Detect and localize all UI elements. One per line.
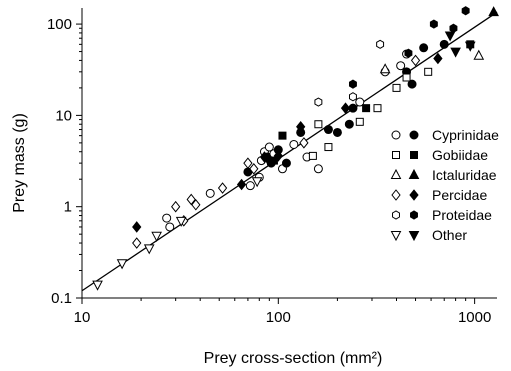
x-axis-label: Prey cross-section (mm²) (204, 350, 383, 367)
data-point-percidae (186, 193, 196, 206)
x-tick-label: 100 (266, 309, 291, 326)
data-point-cyprinidae (355, 97, 365, 107)
data-point-percidae (296, 120, 306, 133)
legend-marker-open (390, 231, 402, 242)
data-point-proteidae (348, 79, 357, 89)
y-tick-label: 1 (64, 199, 72, 216)
data-point-gobiidae (324, 143, 333, 152)
data-point-cyprinidae (323, 125, 333, 135)
legend-marker-filled (410, 151, 418, 159)
data-point-cyprinidae (264, 142, 274, 152)
legend-box (380, 124, 510, 250)
data-point-other (450, 47, 461, 58)
data-point-other (116, 259, 128, 270)
legend: Cyprinidae Gobiidae Ictaluridae Percidae Pro… (380, 124, 510, 250)
data-point-other (175, 216, 187, 227)
data-point-percidae (273, 150, 283, 162)
data-point-gobiidae (278, 131, 287, 140)
legend-label-proteidae: Proteidae (432, 207, 492, 223)
data-point-other (92, 280, 103, 291)
data-point-percidae (264, 154, 274, 167)
legend-marker-open (391, 130, 401, 140)
legend-marker-filled (408, 231, 420, 242)
data-point-proteidae (449, 23, 458, 33)
data-point-gobiidae (355, 117, 364, 126)
data-point-gobiidae (362, 104, 371, 113)
data-point-gobiidae (424, 67, 433, 76)
data-point-cyprinidae (165, 222, 175, 232)
y-axis-label: Prey mass (g) (11, 113, 28, 213)
legend-label-cyprinidae: Cyprinidae (432, 127, 499, 143)
legend-marker-open (392, 210, 400, 220)
legend-label-other: Other (432, 227, 467, 243)
data-point-proteidae (429, 19, 438, 29)
legend-marker-open (391, 189, 401, 201)
data-points (92, 6, 499, 291)
data-point-percidae (410, 54, 421, 67)
data-point-percidae (236, 178, 247, 191)
legend-marker-filled (408, 168, 420, 179)
data-point-gobiidae (373, 104, 382, 113)
data-point-cyprinidae (344, 119, 354, 129)
data-point-percidae (191, 198, 201, 211)
data-point-proteidae (461, 6, 470, 16)
data-point-ictaluridae (488, 6, 499, 17)
legend-marker-filled (410, 210, 418, 220)
x-tick-label: 10 (74, 309, 91, 326)
data-point-other (251, 177, 263, 188)
data-point-proteidae (348, 92, 357, 102)
data-point-cyprinidae (162, 213, 172, 223)
data-point-cyprinidae (419, 43, 429, 53)
data-point-other (444, 31, 456, 42)
legend-label-gobiidae: Gobiidae (432, 147, 488, 163)
data-point-percidae (340, 102, 351, 114)
axes: 10 100 1000 0.1 1 10 100 (47, 8, 497, 326)
data-point-percidae (243, 157, 253, 169)
data-point-cyprinidae (289, 139, 299, 149)
data-point-percidae (299, 137, 309, 149)
data-point-proteidae (376, 39, 385, 49)
data-point-percidae (217, 182, 228, 194)
y-tick-label: 10 (55, 107, 72, 124)
data-point-gobiidae (308, 151, 317, 160)
data-point-percidae (132, 221, 142, 233)
data-point-percidae (433, 52, 443, 65)
data-point-cyprinidae (332, 127, 342, 137)
legend-marker-filled (409, 130, 419, 140)
data-point-other (464, 41, 476, 52)
data-point-cyprinidae (281, 158, 291, 168)
data-point-cyprinidae (396, 61, 406, 71)
data-point-cyprinidae (245, 181, 255, 191)
legend-marker-open (390, 168, 402, 179)
data-point-percidae (249, 163, 259, 175)
y-tick-label: 0.1 (51, 290, 72, 307)
data-point-cyprinidae (205, 188, 215, 198)
data-point-gobiidae (402, 73, 411, 82)
data-point-proteidae (404, 48, 413, 58)
legend-marker-filled (409, 189, 419, 201)
data-point-gobiidae (392, 83, 401, 92)
data-point-cyprinidae (407, 79, 417, 89)
data-point-cyprinidae (313, 164, 323, 174)
data-point-cyprinidae (439, 39, 449, 49)
data-point-percidae (132, 237, 142, 249)
legend-label-ictaluridae: Ictaluridae (432, 167, 497, 183)
y-tick-label: 100 (47, 16, 72, 33)
data-point-gobiidae (314, 120, 323, 129)
data-point-other (143, 244, 155, 255)
data-point-other (151, 231, 162, 242)
legend-marker-open (392, 151, 400, 159)
data-point-proteidae (314, 97, 323, 107)
legend-label-percidae: Percidae (432, 187, 487, 203)
data-point-percidae (171, 200, 181, 213)
data-point-ictaluridae (473, 49, 485, 60)
data-point-ictaluridae (379, 63, 391, 74)
x-tick-label: 1000 (458, 309, 491, 326)
